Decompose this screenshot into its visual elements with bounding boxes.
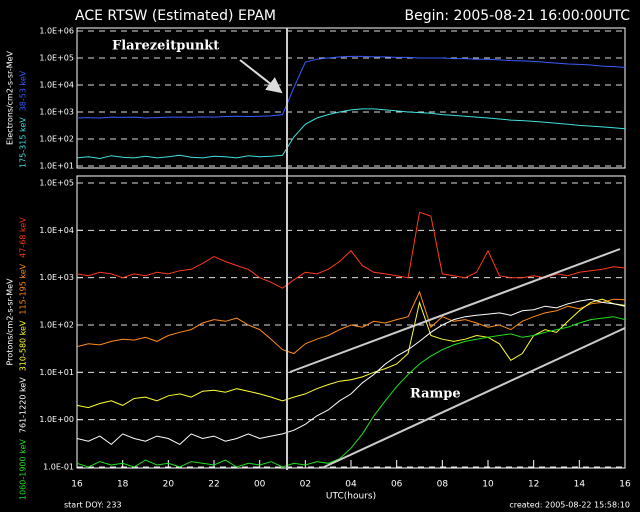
legend-entry: 115-195 keV	[19, 263, 28, 314]
x-tick-label: 12	[528, 480, 539, 490]
y-tick-label: 1.0E+02	[39, 321, 74, 330]
y-tick-label: 1.0E+03	[39, 273, 74, 282]
annotation: Flarezeitpunkt	[112, 39, 219, 54]
y-tick-label: 1.0E+04	[39, 81, 74, 90]
y-tick-label: 1.0E+01	[39, 368, 74, 377]
x-tick-label: 08	[437, 480, 449, 490]
flare-arrow	[239, 59, 283, 94]
plots: 1.0E+01 1.0E+02 1.0E+03 1.0E+04 1.0E+05 1.0E+…	[6, 27, 631, 501]
legend-entry: 310-580 keV	[19, 320, 28, 371]
data-line	[77, 316, 625, 468]
x-tick-label: 16	[71, 480, 83, 490]
created-time: created: 2005-08-22 15:58:10	[509, 501, 630, 510]
data-line	[77, 55, 625, 119]
x-tick-label: 20	[163, 480, 175, 490]
legend-entry: 38-53 keV	[19, 70, 28, 111]
y-tick-label: 1.0E+02	[39, 135, 74, 144]
chart-title: ACE RTSW (Estimated) EPAM	[75, 8, 276, 24]
x-tick-label: 02	[300, 480, 311, 490]
y-tick-label: 1.0E+03	[39, 108, 74, 117]
data-line	[77, 211, 625, 289]
x-tick-label: 16	[619, 480, 631, 490]
begin-time: Begin: 2005-08-21 16:00:00UTC	[405, 8, 631, 24]
data-line	[77, 298, 625, 409]
x-tick-label: 06	[391, 480, 403, 490]
y-tick-label: 1.0E+04	[39, 226, 74, 235]
y-axis-label: Electrons/cm2-s-sr-MeV	[6, 50, 15, 145]
start-doy: start DOY: 233	[64, 501, 122, 510]
y-tick-label: 1.0E-01	[43, 463, 74, 472]
legend-entry: 175-315 keV	[19, 117, 28, 168]
x-axis-label: UTC(hours)	[326, 492, 376, 502]
y-tick-label: 1.0E+05	[39, 54, 74, 63]
y-tick-label: 1.0E+05	[39, 179, 74, 188]
legend-entry: 1060-1900 keV	[19, 439, 28, 500]
legend-entry: 47-68 keV	[19, 217, 28, 258]
x-tick-label: 18	[117, 480, 129, 490]
data-line	[77, 290, 625, 355]
annotation: Rampe	[410, 387, 461, 402]
data-line	[77, 108, 625, 160]
y-tick-label: 1.0E+06	[39, 27, 74, 36]
ramp-line	[321, 327, 626, 469]
x-tick-label: 22	[208, 480, 219, 490]
plot-frame	[76, 175, 626, 469]
x-tick-label: 00	[254, 480, 266, 490]
y-axis-label: Protons/cm2-s-sr-MeV	[6, 278, 15, 366]
plot-frame	[76, 27, 626, 169]
x-tick-label: 10	[482, 480, 494, 490]
ramp-line	[289, 248, 621, 373]
data-line	[77, 298, 625, 446]
legend-entry: 761-1220 keV	[19, 377, 28, 433]
y-tick-label: 1.0E+01	[39, 162, 74, 171]
x-tick-label: 14	[574, 480, 586, 490]
x-tick-label: 04	[345, 480, 357, 490]
y-tick-label: 1.0E+00	[39, 415, 74, 424]
